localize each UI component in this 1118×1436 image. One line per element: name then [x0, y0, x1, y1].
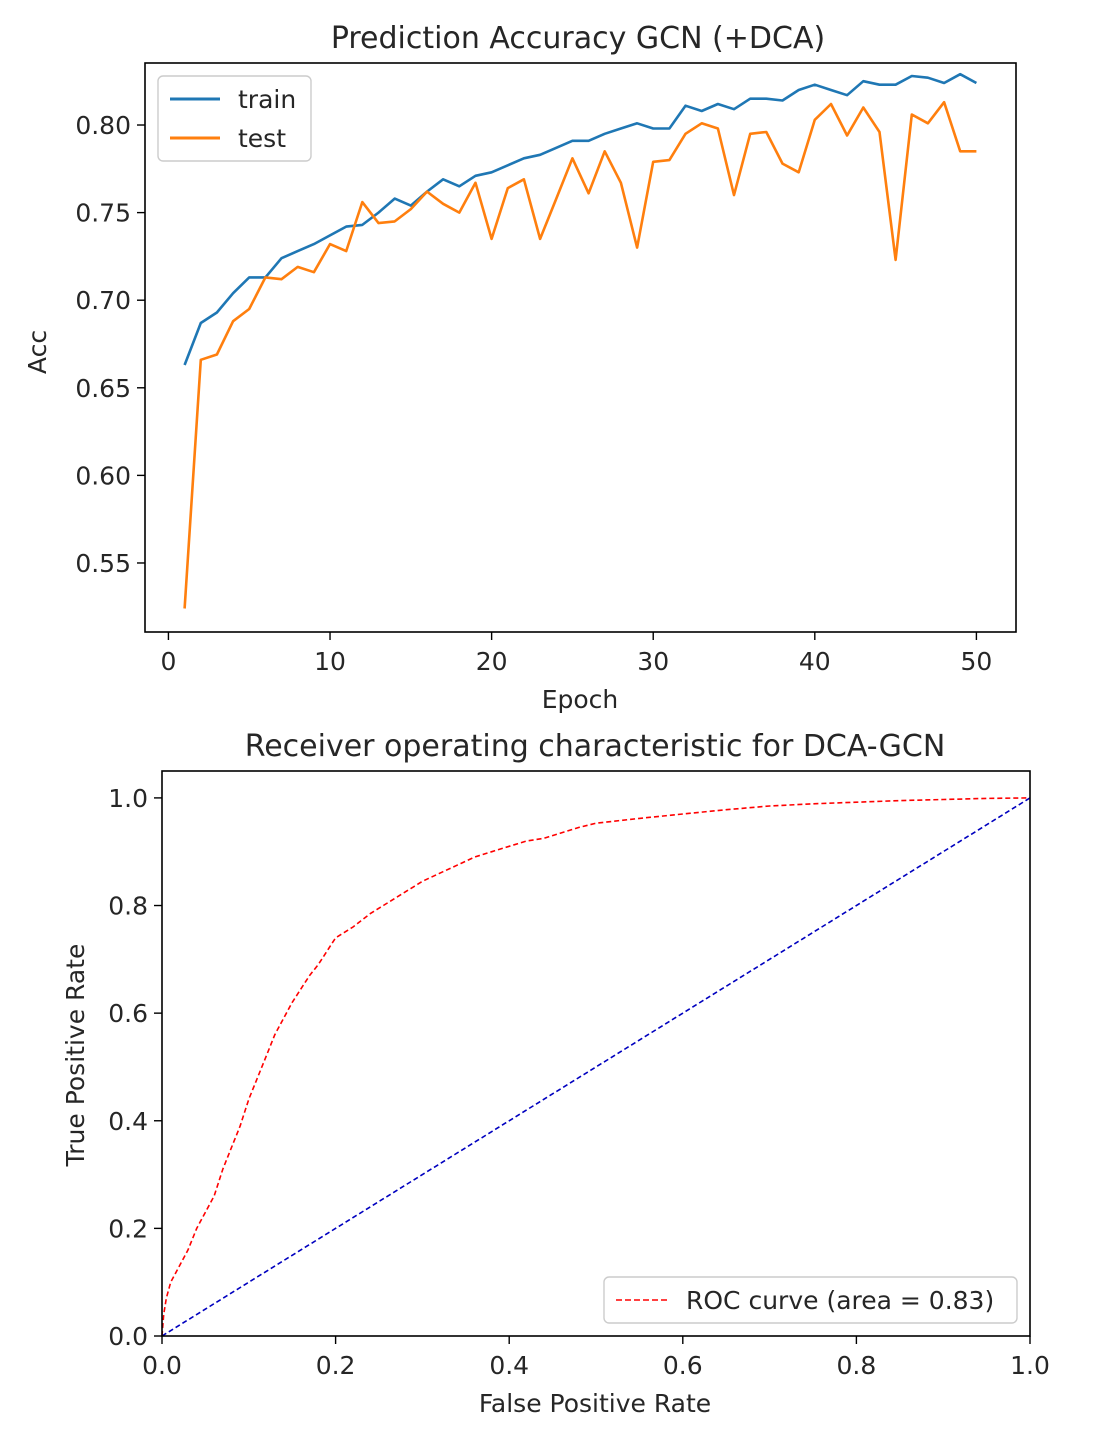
roc-legend: ROC curve (area = 0.83)	[603, 1276, 1018, 1324]
accuracy-legend: train test	[157, 75, 312, 162]
series-line-train	[183, 72, 978, 366]
y-tick-label: 0.2	[108, 1214, 148, 1243]
y-tick-label: 0.60	[75, 461, 131, 490]
roc-legend-box	[603, 1276, 1018, 1324]
roc-chart: Receiver operating characteristic for DC…	[61, 729, 1050, 1418]
x-tick-label: 0.6	[663, 1351, 703, 1380]
accuracy-plot-frame	[144, 62, 1017, 633]
y-tick-label: 1.0	[108, 784, 148, 813]
x-tick-label: 40	[799, 647, 831, 676]
y-tick-label: 0.75	[75, 199, 131, 228]
chance-diagonal-line	[161, 797, 1031, 1337]
x-tick-label: 20	[476, 647, 508, 676]
accuracy-y-ticks: 0.55 0.60 0.65 0.70 0.75 0.80	[75, 111, 145, 578]
y-tick-label: 0.4	[108, 1107, 148, 1136]
roc-chart-title: Receiver operating characteristic for DC…	[245, 729, 946, 764]
x-tick-label: 10	[314, 647, 346, 676]
roc-x-axis-label: False Positive Rate	[479, 1389, 711, 1418]
accuracy-y-axis-label: Acc	[23, 330, 52, 374]
y-tick-label: 0.65	[75, 374, 131, 403]
x-tick-label: 50	[961, 647, 993, 676]
roc-y-ticks: 0.0 0.2 0.4 0.6 0.8 1.0	[108, 784, 162, 1351]
roc-plot-frame	[161, 770, 1031, 1337]
x-tick-label: 0	[160, 647, 176, 676]
roc-series-group	[161, 797, 1031, 1337]
x-tick-label: 1.0	[1010, 1351, 1050, 1380]
series-line-test	[183, 100, 977, 609]
y-tick-label: 0.70	[75, 286, 131, 315]
accuracy-chart-title: Prediction Accuracy GCN (+DCA)	[331, 21, 825, 56]
y-tick-label: 0.6	[108, 999, 148, 1028]
accuracy-series-group	[183, 72, 978, 609]
accuracy-x-axis-label: Epoch	[542, 685, 619, 714]
x-tick-label: 0.4	[489, 1351, 529, 1380]
y-tick-label: 0.8	[108, 892, 148, 921]
roc-y-axis-label: True Positive Rate	[61, 944, 90, 1168]
roc-curve-line	[161, 797, 1031, 1337]
roc-x-ticks: 0.0 0.2 0.4 0.6 0.8 1.0	[142, 1336, 1050, 1380]
legend-label-test: test	[238, 124, 286, 153]
accuracy-chart: Prediction Accuracy GCN (+DCA) 0 10 20 30 40…	[23, 21, 1017, 714]
x-tick-label: 30	[637, 647, 669, 676]
y-tick-label: 0.0	[108, 1322, 148, 1351]
legend-label-train: train	[238, 85, 296, 114]
legend-label-roc-curve: ROC curve (area = 0.83)	[686, 1286, 994, 1315]
y-tick-label: 0.80	[75, 111, 131, 140]
x-tick-label: 0.2	[316, 1351, 356, 1380]
y-tick-label: 0.55	[75, 549, 131, 578]
x-tick-label: 0.8	[837, 1351, 877, 1380]
accuracy-legend-box	[157, 75, 312, 162]
accuracy-x-ticks: 0 10 20 30 40 50	[160, 632, 992, 676]
x-tick-label: 0.0	[142, 1351, 182, 1380]
